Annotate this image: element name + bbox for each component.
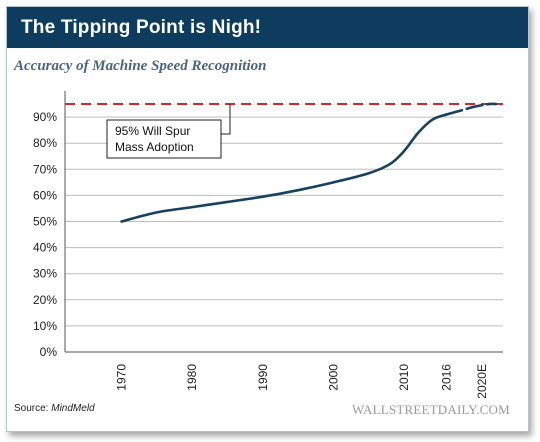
y-tick-label: 40% bbox=[33, 241, 57, 255]
x-tick-label: 1990 bbox=[256, 364, 270, 391]
y-tick-label: 10% bbox=[33, 319, 57, 333]
source-label: Source: bbox=[14, 403, 52, 414]
y-tick-label: 60% bbox=[33, 188, 57, 202]
x-tick-label: 2000 bbox=[326, 364, 340, 391]
x-tick-label: 1970 bbox=[115, 364, 129, 391]
series-line-projected bbox=[445, 102, 498, 116]
y-tick-label: 0% bbox=[40, 345, 58, 359]
y-tick-label: 80% bbox=[33, 136, 57, 150]
x-tick-label: 2020E bbox=[475, 364, 489, 399]
brand-logo: WALLSTREETDAILY.COM bbox=[352, 402, 510, 417]
y-tick-label: 50% bbox=[33, 215, 57, 229]
source-name: MindMeld bbox=[51, 403, 95, 414]
x-tick-label: 2016 bbox=[439, 364, 453, 391]
annotation-line-1: 95% Will Spur bbox=[115, 124, 190, 138]
x-tick-label: 2010 bbox=[397, 364, 411, 391]
y-tick-label: 90% bbox=[33, 110, 57, 124]
annotation-box bbox=[106, 119, 222, 159]
y-tick-label: 70% bbox=[33, 162, 57, 176]
y-tick-label: 30% bbox=[33, 267, 57, 281]
annotation-leader bbox=[221, 104, 231, 135]
annotation-line-2: Mass Adoption bbox=[115, 140, 194, 154]
series-line-actual bbox=[120, 113, 448, 223]
x-tick-label: 1980 bbox=[185, 364, 199, 391]
chart-title: Accuracy of Machine Speed Recognition bbox=[14, 58, 267, 74]
banner-title: The Tipping Point is Nigh! bbox=[7, 7, 528, 48]
chart-card: The Tipping Point is Nigh! bbox=[6, 6, 529, 432]
source-note: Source: MindMeld bbox=[14, 403, 95, 414]
y-tick-label: 20% bbox=[33, 293, 57, 307]
